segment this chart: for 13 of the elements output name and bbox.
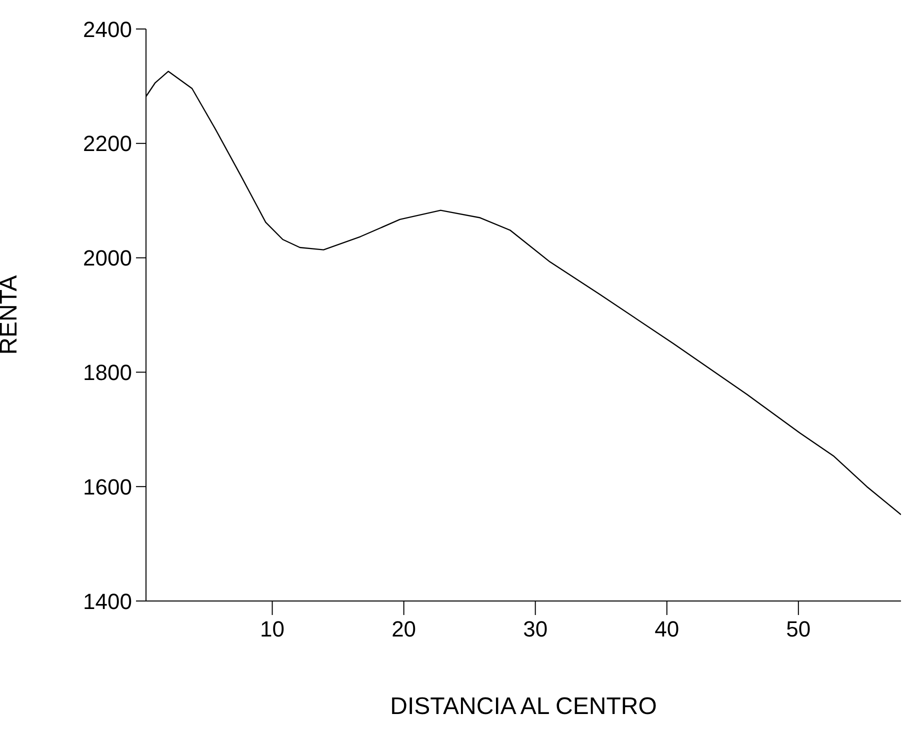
x-tick-label: 40 [654,616,680,642]
y-tick-label: 2400 [83,16,132,42]
x-tick-label: 50 [786,616,811,642]
x-tick-label: 20 [392,616,416,642]
y-tick-label: 1600 [83,474,132,500]
y-tick-label: 2200 [83,131,132,156]
y-axis-title: RENTA [0,275,23,355]
y-tick-label: 1800 [83,360,132,386]
x-tick-label: 30 [523,616,548,642]
x-tick-label: 10 [260,616,285,642]
x-axis-title: DISTANCIA AL CENTRO [390,693,657,720]
y-tick-label: 2000 [83,246,132,271]
y-tick-label: 1400 [83,588,132,614]
